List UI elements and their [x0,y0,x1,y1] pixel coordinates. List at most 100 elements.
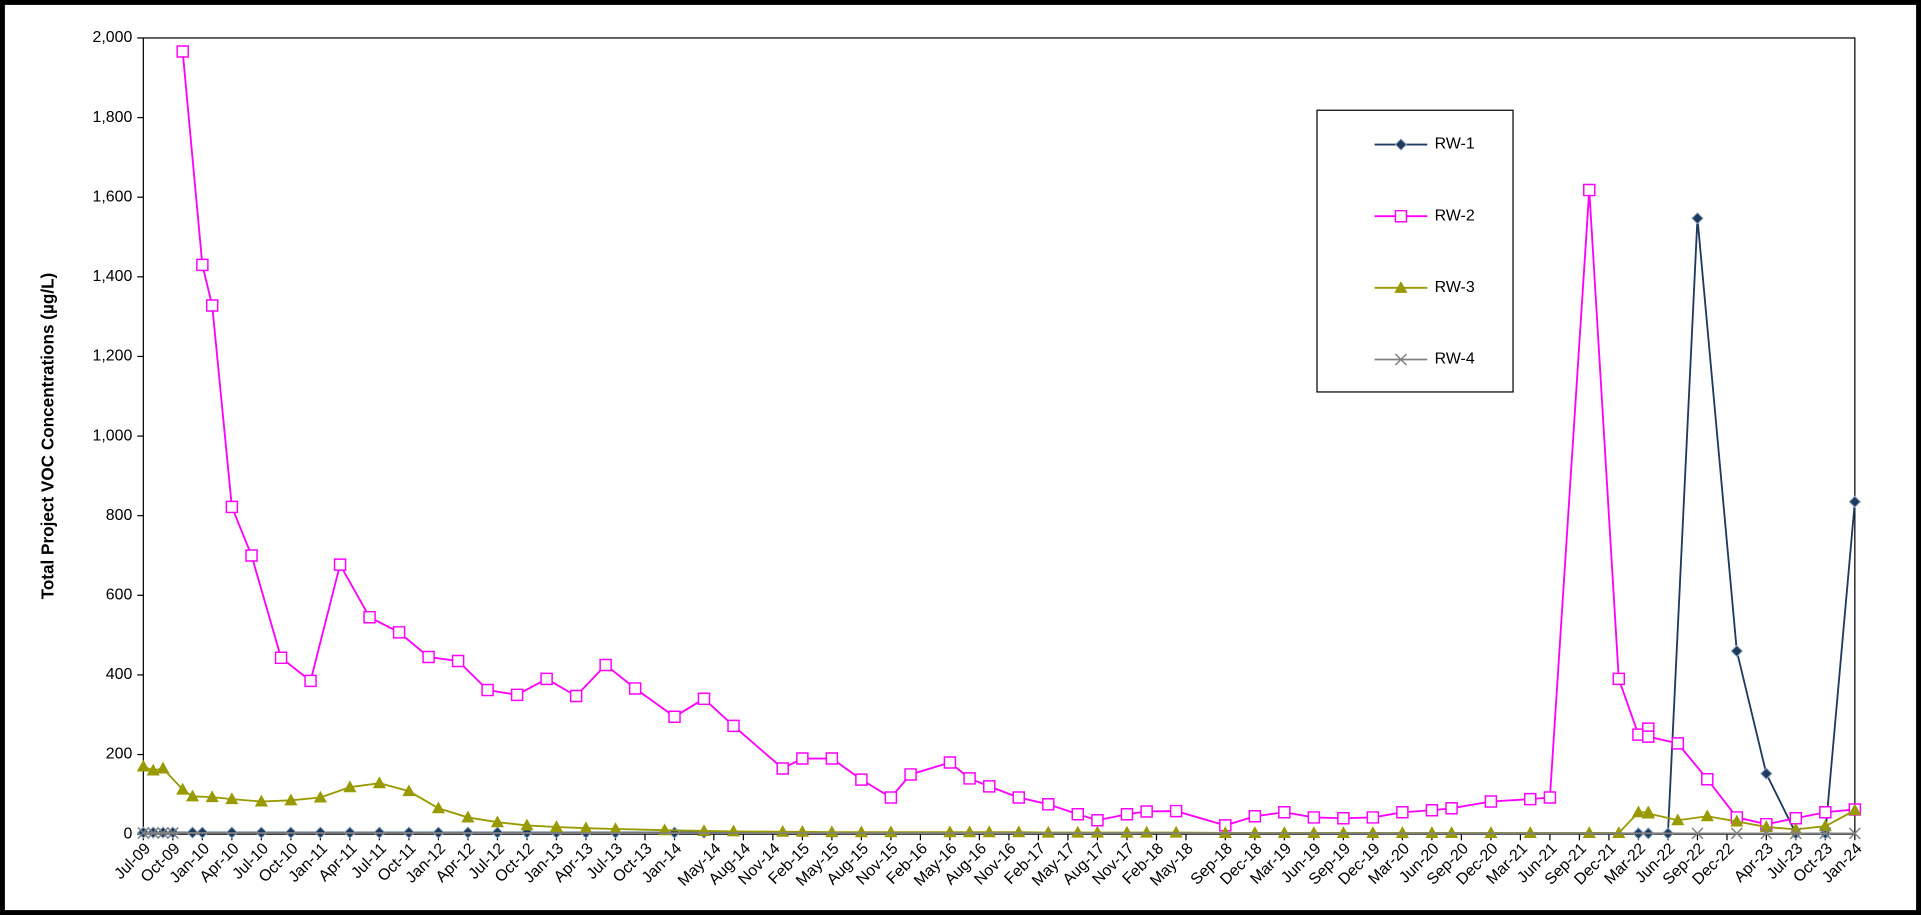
data-point [1445,802,1458,815]
data-point [245,549,258,562]
data-point [1818,819,1832,832]
data-point [343,780,357,793]
legend-label: RW-1 [1435,136,1475,153]
data-point [825,752,839,765]
data-point [904,768,917,781]
data-point [599,658,612,672]
data-point [1641,806,1655,819]
data-point [1760,827,1773,840]
data-point [205,790,219,803]
data-point [1169,825,1183,838]
data-point [274,651,288,665]
data-point [1041,825,1055,838]
data-point [1523,792,1537,806]
data-point [540,672,553,686]
data-point [431,801,445,814]
data-point [490,815,504,828]
data-point [983,780,996,793]
y-tick-label: 200 [106,746,133,763]
data-point [402,784,416,797]
legend-marker [1394,281,1408,293]
data-point [549,820,564,833]
data-point [1012,791,1026,804]
data-point [333,558,347,571]
data-point [628,682,642,695]
data-point [1691,827,1704,840]
data-point [1819,806,1832,819]
data-point [727,719,740,733]
data-point [1612,826,1626,838]
data-point [156,761,170,774]
data-point [1612,672,1626,686]
data-point [1071,825,1085,838]
data-point [796,752,809,765]
data-point [147,826,160,839]
data-point [1120,825,1134,838]
data-point [451,654,465,668]
y-tick-label: 1,600 [92,188,132,205]
data-point [884,825,898,838]
data-point [1120,808,1134,821]
data-point [1730,827,1743,840]
data-point [1366,811,1380,824]
data-point [1140,825,1154,838]
data-point [1671,737,1685,750]
data-point [1278,806,1291,819]
data-point [982,825,996,838]
data-point [146,763,160,776]
data-point [1219,819,1232,832]
data-point [1582,826,1596,838]
data-point [1760,767,1773,780]
data-point [943,756,957,769]
y-tick-label: 1,800 [92,109,132,126]
data-point [185,789,200,802]
data-point [1701,772,1714,786]
data-point [668,710,681,723]
y-axis-label: Total Project VOC Concentrations (µg/L) [38,273,58,600]
data-point [1543,791,1557,804]
data-point [1759,820,1773,833]
data-point [196,258,209,272]
legend-marker [1394,209,1408,223]
y-tick-label: 600 [106,587,133,604]
legend-label: RW-2 [1435,207,1475,224]
data-point [1789,811,1803,825]
data-point [1819,827,1832,840]
data-point [884,791,898,804]
data-point [776,762,789,775]
data-point [943,825,957,838]
data-point [166,826,179,839]
legend-label: RW-4 [1435,351,1475,368]
data-point [1700,809,1714,822]
data-point [372,776,386,789]
data-point [205,299,219,312]
data-point [481,683,494,697]
data-point [855,773,868,786]
data-point [1071,808,1085,821]
y-tick-label: 2,000 [92,29,132,46]
data-point [697,692,711,706]
data-point [1484,795,1498,808]
data-point [313,790,327,803]
data-point [520,818,534,831]
data-point [1140,805,1153,818]
data-point [963,825,977,838]
data-point [1248,809,1262,823]
data-point [156,826,170,839]
data-point [1671,813,1685,826]
data-point [1396,806,1409,819]
y-tick-label: 0 [123,825,132,842]
data-point [1642,730,1655,743]
data-point [1042,798,1055,811]
legend-label: RW-3 [1435,279,1475,296]
y-tick-label: 1,200 [92,348,132,365]
data-point [1169,804,1183,818]
data-point [137,826,150,839]
data-point [461,810,475,823]
data-point [825,825,839,838]
data-point [1730,814,1744,827]
data-point [1631,805,1646,818]
data-point [392,626,406,639]
